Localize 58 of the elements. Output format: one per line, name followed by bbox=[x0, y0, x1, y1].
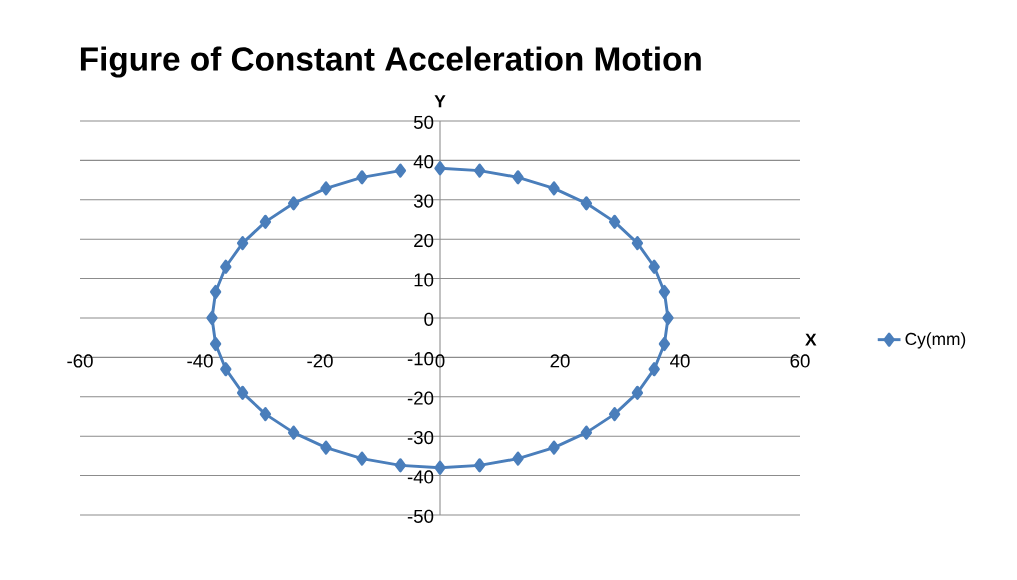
y-axis-title: Y bbox=[434, 95, 446, 108]
point bbox=[631, 385, 644, 400]
point bbox=[548, 181, 560, 196]
point bbox=[287, 425, 300, 440]
y-tick-label: -30 bbox=[407, 430, 434, 445]
point bbox=[434, 460, 446, 475]
x-tick-label: 40 bbox=[670, 354, 690, 368]
point bbox=[473, 458, 486, 473]
x-tick-label: 20 bbox=[550, 354, 570, 368]
x-tick-label: -40 bbox=[187, 354, 213, 368]
y-tick-label: 30 bbox=[413, 194, 434, 208]
point bbox=[608, 214, 621, 229]
point bbox=[209, 284, 222, 300]
y-tick-label: 50 bbox=[413, 115, 434, 129]
point bbox=[580, 425, 593, 440]
y-tick-label: 0 bbox=[424, 312, 434, 326]
point bbox=[658, 336, 671, 352]
y-tick-label: 20 bbox=[414, 233, 434, 248]
x-tick-label: 60 bbox=[790, 354, 810, 368]
point bbox=[320, 181, 332, 196]
y-tick-label: 40 bbox=[413, 155, 434, 169]
point bbox=[259, 407, 272, 422]
point bbox=[206, 310, 218, 326]
y-tick-label: 10 bbox=[414, 273, 434, 287]
point bbox=[236, 385, 249, 400]
y-tick-label: -10 bbox=[407, 352, 434, 366]
y-tick-label: -50 bbox=[407, 509, 434, 523]
point bbox=[548, 440, 560, 455]
point bbox=[220, 362, 232, 377]
legend-label: Cy(mm) bbox=[905, 332, 966, 349]
y-tick-label: -20 bbox=[407, 391, 434, 405]
point bbox=[580, 196, 593, 211]
x-tick-label: 0 bbox=[435, 354, 445, 368]
point bbox=[259, 214, 272, 229]
point bbox=[473, 163, 486, 178]
point bbox=[320, 440, 332, 455]
point bbox=[356, 170, 368, 185]
point bbox=[512, 451, 524, 466]
point bbox=[648, 362, 660, 377]
point bbox=[394, 163, 407, 178]
x-tick-label: -20 bbox=[307, 354, 333, 368]
point bbox=[648, 259, 660, 274]
point bbox=[608, 407, 621, 422]
x-tick-label: -60 bbox=[67, 354, 93, 368]
point bbox=[356, 451, 368, 466]
point bbox=[220, 259, 232, 274]
point bbox=[512, 170, 524, 185]
point bbox=[209, 336, 222, 352]
point bbox=[394, 458, 407, 473]
point bbox=[662, 310, 674, 326]
y-tick-label: -40 bbox=[407, 470, 434, 484]
point bbox=[658, 284, 671, 300]
point bbox=[434, 161, 446, 176]
chart-title: Figure of Constant Acceleration Motion bbox=[80, 46, 701, 78]
x-axis-title: X bbox=[805, 333, 817, 346]
point bbox=[287, 196, 300, 211]
point bbox=[631, 236, 644, 251]
point bbox=[236, 236, 249, 251]
